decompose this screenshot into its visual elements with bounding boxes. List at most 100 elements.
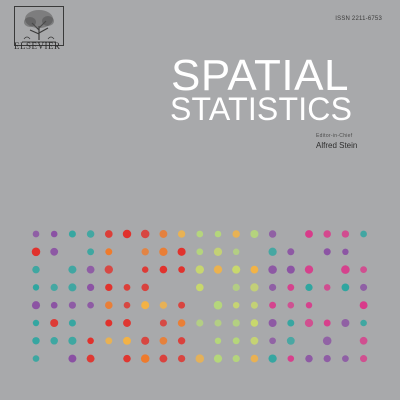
decorative-dot bbox=[141, 266, 149, 273]
decorative-dot bbox=[232, 319, 240, 327]
decorative-dot bbox=[32, 230, 40, 238]
decorative-dot bbox=[104, 230, 113, 238]
decorative-dot bbox=[304, 318, 314, 328]
decorative-dot bbox=[232, 283, 240, 292]
decorative-dot bbox=[195, 283, 204, 292]
decorative-dot bbox=[123, 301, 131, 309]
decorative-dot bbox=[269, 283, 277, 291]
decorative-dot bbox=[304, 265, 314, 274]
decorative-dot bbox=[250, 301, 258, 309]
decorative-dot bbox=[159, 230, 168, 238]
decorative-dot bbox=[305, 283, 313, 292]
decorative-dot bbox=[159, 336, 168, 345]
decorative-dot bbox=[196, 319, 204, 327]
editor-role: Editor-in-Chief bbox=[316, 133, 353, 139]
decorative-dot bbox=[31, 301, 41, 310]
decorative-dot bbox=[177, 319, 186, 327]
decorative-dot bbox=[50, 283, 58, 292]
decorative-dot bbox=[287, 301, 295, 309]
issn-text: ISSN 2211-6753 bbox=[335, 16, 382, 22]
decorative-dot bbox=[86, 265, 95, 274]
decorative-dot bbox=[268, 230, 277, 238]
decorative-dot bbox=[360, 266, 367, 273]
decorative-dot bbox=[68, 354, 77, 363]
decorative-dot bbox=[214, 230, 222, 238]
decorative-dot bbox=[250, 229, 259, 239]
decorative-dot bbox=[123, 354, 131, 363]
decorative-dot bbox=[359, 301, 368, 310]
decorative-dot bbox=[268, 318, 277, 328]
decorative-dot bbox=[213, 247, 223, 256]
decorative-dot bbox=[141, 301, 150, 310]
decorative-dot bbox=[359, 336, 368, 345]
decorative-dot bbox=[232, 265, 241, 274]
decorative-dot bbox=[195, 265, 204, 274]
decorative-dot bbox=[50, 301, 58, 309]
decorative-dot bbox=[87, 301, 94, 309]
decorative-dot bbox=[232, 355, 240, 363]
decorative-dot bbox=[68, 230, 76, 238]
decorative-dot bbox=[305, 354, 313, 363]
decorative-dot bbox=[68, 301, 76, 309]
decorative-dot bbox=[87, 248, 95, 256]
decorative-dot bbox=[286, 265, 295, 274]
decorative-dot bbox=[32, 319, 40, 327]
decorative-dot bbox=[105, 337, 113, 345]
decorative-dot bbox=[32, 265, 40, 274]
decorative-dot bbox=[323, 248, 331, 256]
decorative-dot bbox=[177, 247, 186, 256]
decorative-dot bbox=[323, 230, 331, 238]
decorative-dot bbox=[360, 283, 368, 291]
decorative-dot bbox=[268, 354, 277, 363]
decorative-dot bbox=[341, 319, 350, 327]
decorative-dot bbox=[86, 230, 95, 238]
publisher-wordmark: ELSEVIER bbox=[14, 41, 61, 51]
decorative-dot bbox=[123, 319, 131, 327]
decorative-dot bbox=[68, 336, 77, 345]
decorative-dot bbox=[323, 355, 331, 363]
decorative-dot bbox=[159, 354, 168, 363]
decorative-dot bbox=[232, 301, 240, 309]
decorative-dot bbox=[232, 230, 240, 238]
decorative-dot bbox=[159, 319, 167, 327]
decorative-dot bbox=[141, 283, 149, 292]
decorative-dot bbox=[322, 336, 332, 346]
decorative-dot bbox=[268, 265, 277, 274]
decorative-dot bbox=[87, 337, 94, 345]
decorative-dot bbox=[287, 319, 295, 327]
decorative-dot bbox=[213, 354, 223, 363]
decorative-dot bbox=[178, 301, 186, 309]
decorative-dot bbox=[105, 319, 113, 327]
decorative-dot bbox=[286, 336, 295, 345]
decorative-dot bbox=[177, 354, 186, 363]
decorative-dot bbox=[50, 247, 59, 256]
decorative-dot bbox=[104, 265, 113, 274]
decorative-dot bbox=[232, 337, 240, 345]
decorative-dot bbox=[196, 230, 204, 238]
decorative-dot bbox=[86, 354, 95, 363]
decorative-dot bbox=[232, 248, 240, 256]
decorative-dot bbox=[269, 337, 276, 345]
decorative-dot bbox=[213, 300, 223, 310]
decorative-dot bbox=[159, 301, 168, 309]
decorative-dot bbox=[105, 301, 113, 309]
decorative-dot bbox=[123, 336, 131, 345]
decorative-dot bbox=[159, 265, 168, 274]
elsevier-tree-icon bbox=[14, 6, 64, 52]
decorative-dot bbox=[50, 318, 59, 328]
decorative-dot bbox=[287, 283, 295, 291]
decorative-dot bbox=[105, 248, 113, 256]
decorative-dot bbox=[360, 319, 367, 327]
decorative-dot bbox=[214, 337, 222, 344]
decorative-dot bbox=[342, 355, 349, 362]
decorative-dot bbox=[159, 247, 168, 256]
decorative-dot bbox=[287, 248, 295, 256]
decorative-dot bbox=[178, 266, 185, 273]
decorative-dot bbox=[140, 354, 150, 363]
decorative-dot bbox=[269, 301, 277, 309]
decorative-dot bbox=[32, 284, 40, 291]
editor-name: Alfred Stein bbox=[316, 141, 358, 150]
decorative-dot bbox=[250, 319, 259, 327]
